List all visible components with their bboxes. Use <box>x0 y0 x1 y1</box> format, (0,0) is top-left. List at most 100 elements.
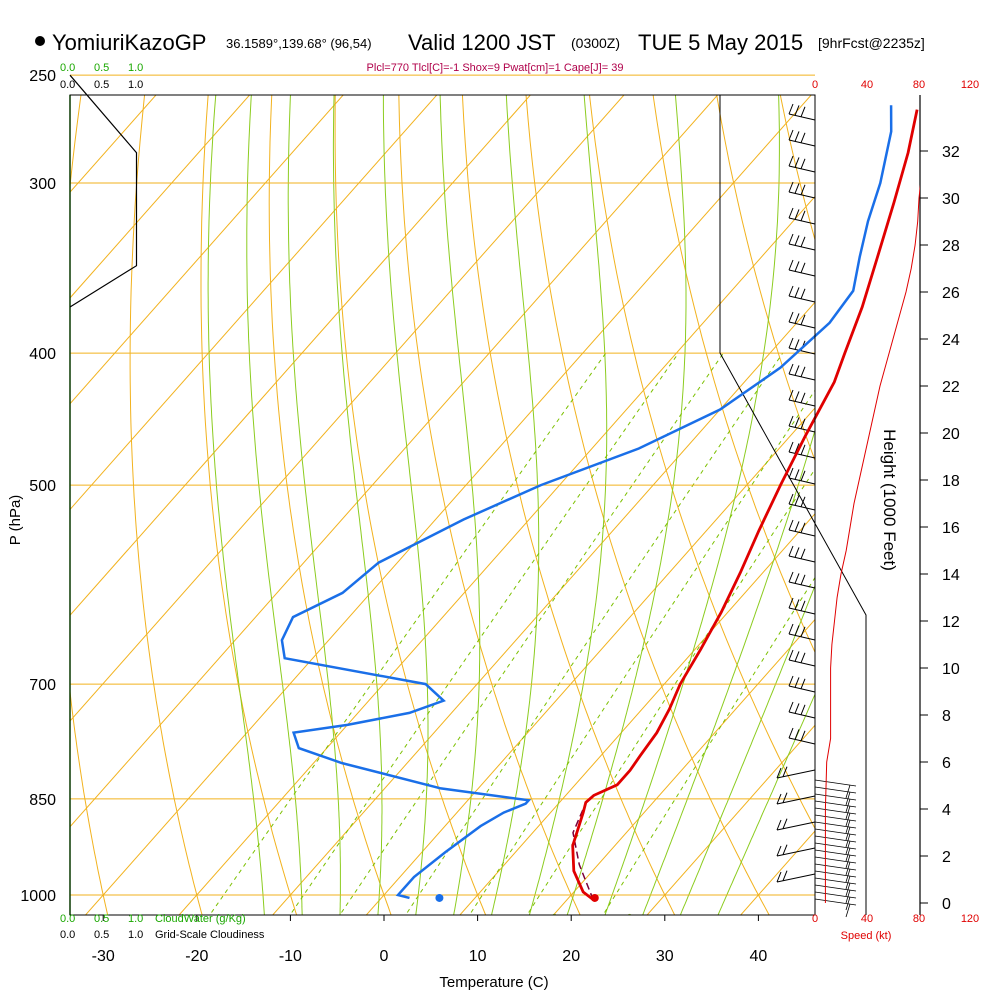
dry-adiabat-line <box>200 95 298 915</box>
pressure-tick-label: 1000 <box>20 888 56 905</box>
mixing-ratio-label: 12 <box>543 910 564 931</box>
pressure-tick-label: 500 <box>29 478 56 495</box>
temperature-tick-label: 20 <box>562 948 580 965</box>
wind-barb <box>814 786 857 794</box>
wind-barb-flag <box>788 701 794 713</box>
wind-barb <box>814 884 857 892</box>
wind-barb-flag <box>800 106 806 117</box>
mixing-ratio-label: 5 <box>422 915 438 931</box>
station-name: YomiuriKazoGP <box>52 30 206 55</box>
forecast-info: [9hrFcst@2235z] <box>818 35 925 51</box>
cloudiness-scale-bottom-1: 0.5 <box>94 929 109 941</box>
wind-barb-flag <box>794 339 800 350</box>
isotherm-line <box>365 407 815 915</box>
isobar-lines <box>70 74 815 896</box>
wind-barb-flag <box>800 392 806 403</box>
dry-adiabat-line <box>716 95 815 462</box>
isotherm-line <box>70 95 438 511</box>
height-tick-label: 8 <box>942 708 951 725</box>
cloudiness-scale-bottom-0: 0.0 <box>60 929 75 941</box>
wind-barb <box>814 863 857 871</box>
wind-barb-flag <box>800 262 806 273</box>
height-tick-label: 4 <box>942 802 951 819</box>
moist-adiabat-line <box>439 95 481 915</box>
wind-barb <box>776 873 816 883</box>
wind-barb-flag <box>794 235 800 246</box>
wind-barb-flag <box>800 522 806 533</box>
moist-adiabat-line <box>604 95 780 915</box>
wind-barb-flag <box>782 818 788 829</box>
temperature-tick-label: -10 <box>279 948 302 965</box>
speed-tick-bottom-80: 80 <box>913 913 925 925</box>
wind-barb-flag <box>788 467 794 479</box>
surface-temperature-marker <box>590 893 599 902</box>
cloudiness-profile <box>69 74 138 308</box>
dry-adiabat-line <box>70 95 109 915</box>
wind-barb-flag <box>794 469 800 480</box>
wind-barb <box>776 821 816 831</box>
wind-barb-flag <box>794 443 800 454</box>
dry-adiabat-line <box>268 95 392 915</box>
wind-barb <box>814 849 857 857</box>
moist-adiabat-line <box>528 95 608 915</box>
wind-barb <box>788 113 816 121</box>
dry-adiabat-line <box>461 95 676 915</box>
wind-barb-flag <box>788 207 794 219</box>
isotherm-line <box>70 95 344 405</box>
pressure-tick-label: 850 <box>29 792 56 809</box>
height-tick-label: 12 <box>942 614 960 631</box>
height-tick-label: 26 <box>942 285 960 302</box>
height-tick-label: 28 <box>942 238 960 255</box>
wind-barb-flag <box>782 792 788 803</box>
wind-barb <box>814 842 857 850</box>
moist-adiabat-line <box>642 428 815 915</box>
moist-adiabat-line <box>287 95 341 915</box>
wind-barb-flag <box>794 495 800 506</box>
wind-barb-flag <box>794 261 800 272</box>
wind-barb-flag <box>788 155 794 167</box>
wind-barb-flag <box>800 236 806 247</box>
mixing-ratio-label: 20 <box>618 910 639 931</box>
isotherm-line <box>272 301 815 915</box>
cloudwater-scale-top-0: 0.0 <box>60 62 75 74</box>
wind-barb-flag <box>800 548 806 559</box>
mixing-ratio-line <box>406 352 784 913</box>
wind-barb-flag <box>782 844 788 855</box>
wind-barb <box>788 607 816 615</box>
wind-barb-flag <box>788 129 794 141</box>
wind-barb-flag <box>800 288 806 299</box>
wind-barb <box>788 243 816 251</box>
wind-barb <box>788 659 816 667</box>
height-tick-label: 2 <box>942 849 951 866</box>
dry-adiabat-line <box>834 51 1000 924</box>
pressure-tick-label: 400 <box>29 346 56 363</box>
wind-barb <box>776 795 816 805</box>
temperature-tick-label: -30 <box>92 948 115 965</box>
wind-barb-flag <box>788 389 794 401</box>
wind-barb <box>814 814 857 822</box>
temperature-tick-label: 0 <box>380 948 389 965</box>
wind-barb-flag <box>794 287 800 298</box>
wind-barb-flag <box>800 704 806 715</box>
wind-barb-flag <box>776 845 782 857</box>
station-coords: 36.1589°,139.68° (96,54) <box>226 36 372 51</box>
sounding-indices: Plcl=770 Tlcl[C]=-1 Shox=9 Pwat[cm]=1 Ca… <box>367 62 624 74</box>
wind-barb-flag <box>788 519 794 531</box>
wind-barb-flag <box>788 181 794 193</box>
pressure-tick-label: 700 <box>29 677 56 694</box>
wind-barb <box>814 793 857 801</box>
height-tick-label: 22 <box>942 379 960 396</box>
wind-barb-flag <box>782 870 788 881</box>
wind-barb-flag <box>788 493 794 505</box>
moist-adiabat-line <box>332 95 383 915</box>
wind-barb-flag <box>794 157 800 168</box>
temperature-tick-label: -20 <box>185 948 208 965</box>
wind-barb-flag <box>800 626 806 637</box>
wind-barb-flag <box>800 314 806 325</box>
isotherm-line <box>70 95 532 616</box>
wind-barb-flag <box>776 793 782 805</box>
wind-barb-flag <box>800 366 806 377</box>
isotherm-line <box>84 95 812 915</box>
wind-barb-flag <box>794 625 800 636</box>
